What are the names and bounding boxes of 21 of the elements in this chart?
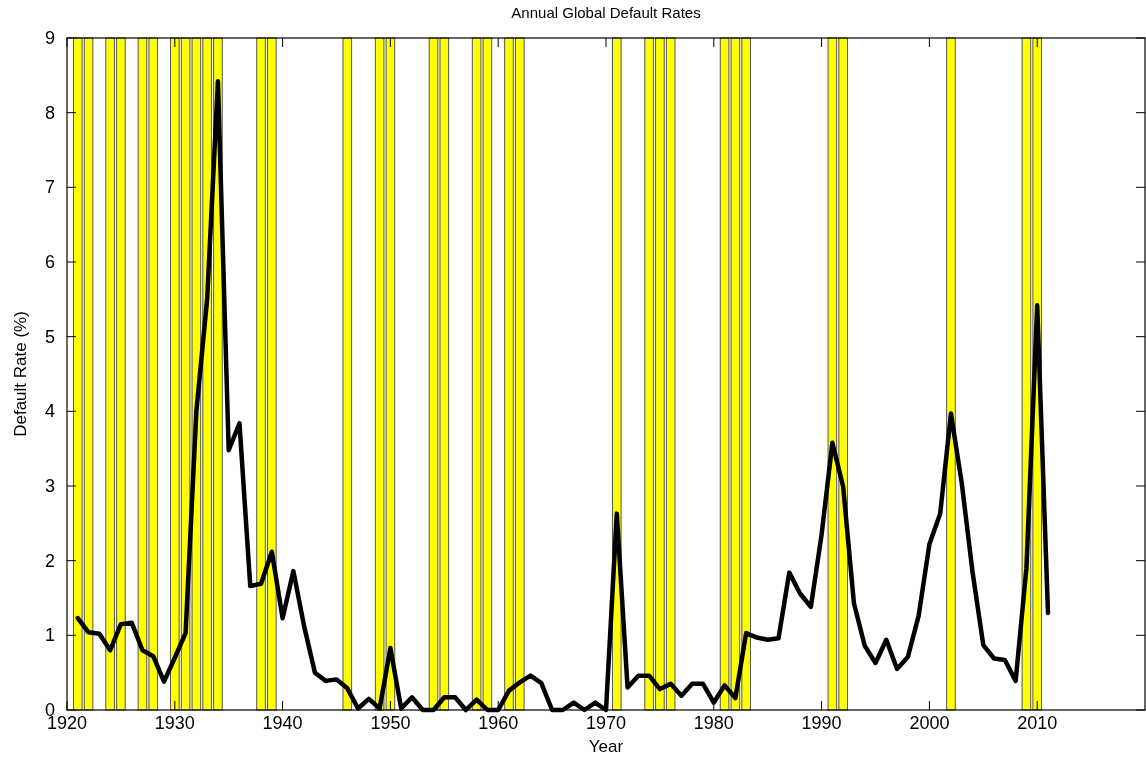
x-tick-label: 2010 <box>1017 713 1058 733</box>
y-tick-label: 6 <box>44 252 55 272</box>
y-tick-label: 8 <box>44 102 55 123</box>
x-tick-label: 1990 <box>801 713 842 733</box>
x-tick-label: 1970 <box>585 713 627 733</box>
x-tick-label: 1960 <box>478 713 519 733</box>
x-tick-label: 1980 <box>693 713 734 733</box>
y-tick-label: 2 <box>44 550 55 571</box>
y-tick-label: 1 <box>44 625 55 646</box>
x-tick-label: 1930 <box>154 713 195 733</box>
y-tick-label: 9 <box>44 28 55 48</box>
x-axis-title: Year <box>588 737 624 756</box>
y-axis-title: Default Rate (%) <box>11 311 30 437</box>
y-tick-label: 5 <box>44 326 55 347</box>
x-tick-label: 1940 <box>262 713 303 733</box>
x-tick-label: 1950 <box>370 713 411 733</box>
y-tick-label: 7 <box>44 177 55 198</box>
y-tick-label: 3 <box>44 476 55 496</box>
chart-title: Annual Global Default Rates <box>511 4 701 21</box>
x-tick-label: 2000 <box>909 713 950 733</box>
y-tick-label: 4 <box>44 401 55 422</box>
